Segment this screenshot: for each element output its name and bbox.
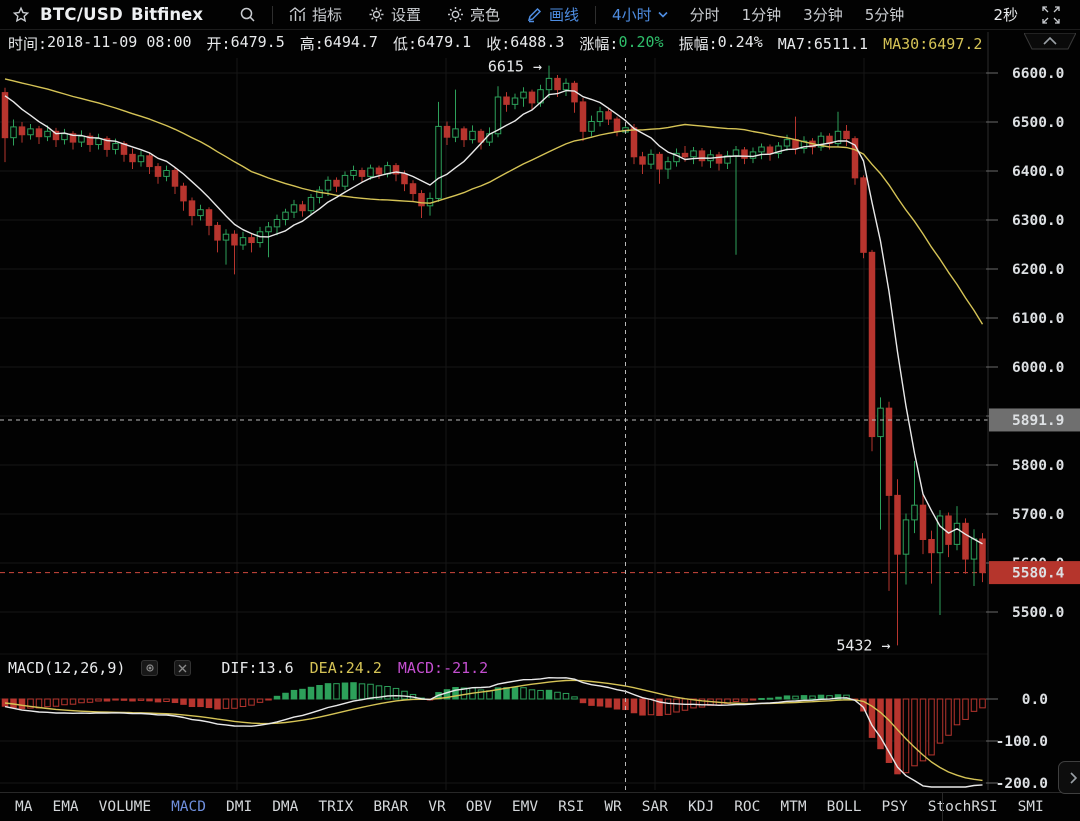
- indicators-label: 指标: [311, 6, 342, 24]
- tab-emv[interactable]: EMV: [511, 799, 539, 815]
- indicators-button[interactable]: 指标: [289, 4, 342, 25]
- tab-ema[interactable]: EMA: [52, 799, 79, 815]
- price-axis-label: 6500.0: [1012, 115, 1064, 131]
- price-annotation: 6615 →: [488, 58, 542, 76]
- tab-brar[interactable]: BRAR: [373, 799, 409, 815]
- price-axis-label: 5800.0: [1012, 458, 1064, 474]
- tab-dma[interactable]: DMA: [272, 799, 299, 815]
- tab-rsi[interactable]: RSI: [558, 799, 585, 815]
- tab-sar[interactable]: SAR: [641, 799, 668, 815]
- top-toolbar: BTC/USD Bitfinex 指标: [0, 0, 1080, 30]
- tab-ma[interactable]: MA: [15, 799, 33, 815]
- crosshair-price-label: 5891.9: [1012, 413, 1064, 429]
- timeframe-option-3min[interactable]: 3分钟: [803, 6, 843, 24]
- search-icon[interactable]: [239, 6, 256, 23]
- price-axis-label: 6100.0: [1012, 311, 1064, 327]
- macd-axis-label: -200.0: [996, 776, 1048, 792]
- latency-indicator: 2秒: [993, 6, 1018, 24]
- timeframe-selected-label: 4小时: [612, 6, 652, 24]
- info-high: 高: 6494.7: [299, 33, 378, 53]
- indicator-tabs-bar: MA EMA VOLUME MACD DMI DMA TRIX BRAR VR OBV EMV RSI…: [0, 792, 1080, 821]
- tab-macd[interactable]: MACD: [171, 799, 206, 815]
- macd-title: MACD(12,26,9): [8, 659, 126, 677]
- tab-smi[interactable]: SMI: [1017, 799, 1044, 815]
- theme-label: 亮色: [470, 6, 501, 24]
- price-axis-label: 6600.0: [1012, 66, 1064, 82]
- price-axis-label: 6200.0: [1012, 262, 1064, 278]
- ohlc-info-bar: 时间: 2018-11-09 08:00 开: 6479.5 高: 6494.7 低:…: [0, 31, 983, 56]
- fullscreen-icon[interactable]: [1040, 5, 1062, 25]
- collapse-infobar-button[interactable]: [1023, 32, 1077, 50]
- draw-line-button[interactable]: 画线: [526, 4, 579, 25]
- exchange-name: Bitfinex: [131, 5, 203, 24]
- indicator-chart-icon: [289, 7, 306, 22]
- pencil-icon: [526, 6, 543, 23]
- panel-expand-button[interactable]: [1058, 761, 1080, 794]
- info-ma30: MA30: 6497.2: [883, 34, 983, 53]
- macd-axis-label: -100.0: [996, 734, 1048, 750]
- draw-line-label: 画线: [549, 6, 580, 24]
- macd-indicator-row: MACD(12,26,9) DIF:13.6 DEA:24.2 MACD:-21…: [8, 657, 488, 679]
- macd-dif-value: DIF:13.6: [221, 659, 294, 677]
- tab-trix[interactable]: TRIX: [318, 799, 354, 815]
- price-axis-label: 6000.0: [1012, 360, 1064, 376]
- tab-stochrsi[interactable]: StochRSI: [927, 799, 998, 815]
- toolbar-divider: [595, 5, 597, 24]
- price-axis-label: 6400.0: [1012, 164, 1064, 180]
- macd-close-button[interactable]: [174, 660, 192, 676]
- timeframe-option-5min[interactable]: 5分钟: [864, 6, 905, 24]
- tab-dmi[interactable]: DMI: [225, 799, 253, 815]
- last-price-label: 5580.4: [1012, 566, 1065, 582]
- macd-dea-value: DEA:24.2: [309, 659, 382, 677]
- tab-kdj[interactable]: KDJ: [687, 799, 715, 815]
- settings-button[interactable]: 设置: [368, 4, 421, 25]
- crosshair-price-box: [989, 408, 1080, 432]
- macd-macd-value: MACD:-21.2: [397, 659, 489, 677]
- tab-boll[interactable]: BOLL: [826, 799, 862, 815]
- price-axis-label: 6300.0: [1012, 213, 1064, 229]
- gear-icon: [368, 6, 385, 23]
- tab-obv[interactable]: OBV: [465, 799, 492, 815]
- macd-settings-button[interactable]: [141, 660, 159, 676]
- tab-psy[interactable]: PSY: [881, 799, 908, 815]
- tabs-divider: [942, 793, 943, 821]
- timeframe-option-1min[interactable]: 1分钟: [741, 6, 782, 24]
- last-price-box: [989, 561, 1080, 585]
- chevron-down-icon: [658, 11, 668, 18]
- info-amplitude: 振幅: 0.24%: [678, 33, 763, 53]
- info-ma7: MA7: 6511.1: [777, 34, 869, 53]
- tab-mtm[interactable]: MTM: [780, 799, 807, 815]
- favorite-star-icon[interactable]: [12, 6, 30, 24]
- sun-icon: [447, 6, 464, 23]
- tab-vr[interactable]: VR: [428, 799, 446, 815]
- info-change-pct: 涨幅: 0.20%: [579, 33, 664, 53]
- tab-roc[interactable]: ROC: [734, 799, 761, 815]
- price-axis-label: 5500.0: [1012, 605, 1064, 621]
- toolbar-divider: [271, 5, 273, 24]
- timeframe-option-fenshi[interactable]: 分时: [689, 6, 720, 24]
- timeframe-dropdown[interactable]: 4小时: [612, 4, 668, 25]
- macd-axis-label: 0.0: [1022, 692, 1048, 708]
- price-axis-label: 5700.0: [1012, 507, 1064, 523]
- price-annotation: 5432 →: [836, 636, 890, 654]
- tab-wr[interactable]: WR: [604, 799, 622, 815]
- info-time: 时间: 2018-11-09 08:00: [8, 33, 192, 53]
- info-open: 开: 6479.5: [206, 33, 285, 53]
- info-close: 收: 6488.3: [486, 33, 565, 53]
- indicator-tabs: MA EMA VOLUME MACD DMI DMA TRIX BRAR VR OBV EMV RSI…: [5, 799, 1054, 815]
- theme-button[interactable]: 亮色: [447, 4, 500, 25]
- symbol-name[interactable]: BTC/USD: [40, 5, 124, 24]
- info-low: 低: 6479.1: [392, 33, 472, 53]
- tab-volume[interactable]: VOLUME: [98, 799, 152, 815]
- settings-label: 设置: [391, 6, 422, 24]
